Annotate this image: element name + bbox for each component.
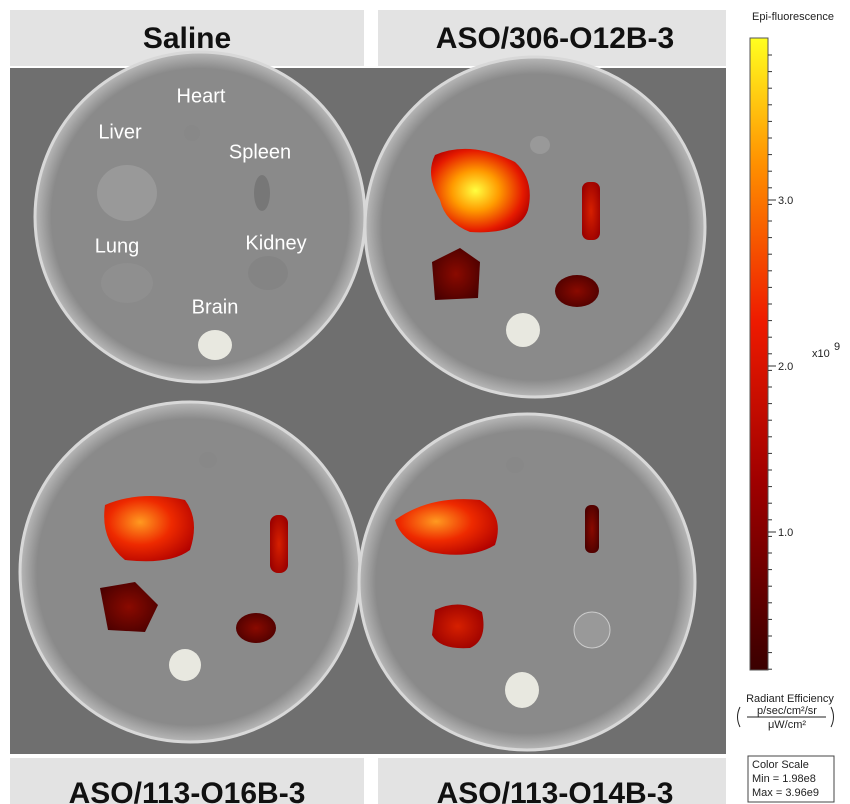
organ bbox=[585, 505, 599, 553]
tick-label: 3.0 bbox=[778, 195, 793, 207]
scale-max: Max = 3.96e9 bbox=[752, 787, 819, 799]
paren bbox=[738, 707, 741, 727]
multiplier: x10 bbox=[812, 348, 830, 360]
panel-title: ASO/113-O14B-3 bbox=[437, 777, 674, 804]
unit-numerator: p/sec/cm²/sr bbox=[757, 705, 817, 717]
organ bbox=[199, 452, 217, 468]
dish bbox=[20, 402, 360, 742]
organ bbox=[248, 256, 288, 290]
paren bbox=[831, 707, 834, 727]
organ bbox=[198, 330, 232, 360]
organ bbox=[184, 125, 200, 141]
organ-label: Heart bbox=[177, 85, 226, 107]
colorbar bbox=[750, 38, 768, 670]
organ-label: Lung bbox=[95, 235, 140, 257]
organ bbox=[254, 175, 270, 211]
panel-title: Saline bbox=[143, 22, 231, 55]
dish bbox=[365, 57, 705, 397]
organ-label: Brain bbox=[192, 296, 239, 318]
colorbar-title: Epi-fluorescence bbox=[752, 11, 834, 23]
organ bbox=[169, 649, 201, 681]
organ bbox=[97, 165, 157, 221]
panel-title: ASO/306-O12B-3 bbox=[436, 22, 674, 55]
unit-label: Radiant Efficiency bbox=[746, 693, 834, 705]
organ bbox=[101, 263, 153, 303]
tick-label: 2.0 bbox=[778, 361, 793, 373]
panel-title: ASO/113-O16B-3 bbox=[69, 777, 306, 804]
exponent: 9 bbox=[834, 341, 840, 353]
organ bbox=[270, 515, 288, 573]
organ-label: Kidney bbox=[245, 232, 306, 254]
organ bbox=[506, 313, 540, 347]
organ bbox=[530, 136, 550, 154]
figure: Saline ASO/306-O12B-3 ASO/113-O16B-3 ASO/11… bbox=[0, 0, 850, 804]
organ bbox=[506, 457, 524, 473]
unit-denominator: μW/cm² bbox=[768, 719, 806, 731]
organ bbox=[555, 275, 599, 307]
organ bbox=[582, 182, 600, 240]
tick-label: 1.0 bbox=[778, 527, 793, 539]
organ bbox=[236, 613, 276, 643]
organ-label: Spleen bbox=[229, 141, 291, 163]
organ bbox=[505, 672, 539, 708]
organ bbox=[432, 604, 484, 648]
organ-label: Liver bbox=[98, 121, 142, 143]
scale-min: Min = 1.98e8 bbox=[752, 773, 816, 785]
scale-title: Color Scale bbox=[752, 759, 809, 771]
organ bbox=[104, 496, 194, 561]
organ bbox=[574, 612, 610, 648]
